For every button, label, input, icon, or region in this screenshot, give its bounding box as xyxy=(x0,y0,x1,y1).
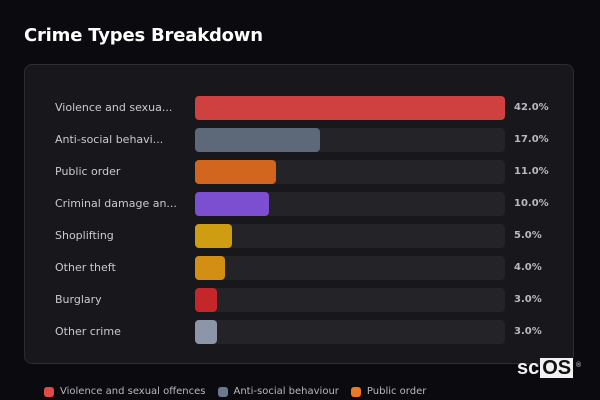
legend-item[interactable]: Public order xyxy=(350,386,427,397)
bar-label: Other crime xyxy=(55,325,121,338)
legend-swatch-icon xyxy=(217,386,228,397)
bar-fill[interactable] xyxy=(195,192,269,216)
bar-row: Other crime 3.0% xyxy=(25,320,573,344)
legend-item[interactable]: Violence and sexual offences xyxy=(44,386,206,397)
bar-value: 3.0% xyxy=(514,326,542,337)
bar-label: Public order xyxy=(55,165,121,178)
bar-value: 42.0% xyxy=(514,102,549,113)
legend-swatch-icon xyxy=(350,386,361,397)
legend-item[interactable]: Anti-social behaviour xyxy=(217,386,339,397)
bar-label: Burglary xyxy=(55,293,102,306)
watermark-boxed: OS xyxy=(540,357,574,379)
bar-fill[interactable] xyxy=(195,256,225,280)
bar-row: Public order 11.0% xyxy=(25,160,573,184)
bar-track xyxy=(195,96,505,120)
legend-label: Violence and sexual offences xyxy=(60,386,206,397)
bar-track xyxy=(195,320,505,344)
legend-swatch-icon xyxy=(44,386,54,397)
bar-label: Violence and sexua... xyxy=(55,101,173,114)
bar-value: 17.0% xyxy=(514,134,549,145)
bar-fill[interactable] xyxy=(195,160,277,184)
bar-value: 4.0% xyxy=(514,262,542,273)
bar-fill[interactable] xyxy=(195,320,218,344)
bar-label: Anti-social behavi... xyxy=(55,133,164,146)
bar-row: Shoplifting 5.0% xyxy=(25,224,573,248)
bar-row: Anti-social behavi... 17.0% xyxy=(25,128,573,152)
bar-value: 11.0% xyxy=(514,166,549,177)
legend-label: Anti-social behaviour xyxy=(233,386,339,397)
bar-fill[interactable] xyxy=(195,288,218,312)
bar-label: Criminal damage an... xyxy=(55,197,177,210)
bar-track xyxy=(195,224,505,248)
legend: Violence and sexual offences Anti-social … xyxy=(44,386,426,397)
bar-track xyxy=(195,256,505,280)
bar-value: 5.0% xyxy=(514,230,542,241)
registered-icon: ® xyxy=(575,362,582,369)
bar-value: 10.0% xyxy=(514,198,549,209)
bar-track xyxy=(195,288,505,312)
bar-label: Other theft xyxy=(55,261,116,274)
bar-row: Violence and sexua... 42.0% xyxy=(25,96,573,120)
bar-row: Burglary 3.0% xyxy=(25,288,573,312)
bar-track xyxy=(195,128,505,152)
legend-label: Public order xyxy=(366,386,427,397)
chart-card: Violence and sexua... 42.0% Anti-social be… xyxy=(24,64,574,364)
bar-fill[interactable] xyxy=(195,224,232,248)
bar-row: Other theft 4.0% xyxy=(25,256,573,280)
chart-title: Crime Types Breakdown xyxy=(24,25,263,46)
watermark-logo: sc OS ® xyxy=(517,357,581,379)
bar-label: Shoplifting xyxy=(55,229,114,242)
bar-track xyxy=(195,192,505,216)
bar-value: 3.0% xyxy=(514,294,542,305)
bar-row: Criminal damage an... 10.0% xyxy=(25,192,573,216)
bar-fill[interactable] xyxy=(195,128,321,152)
watermark-prefix: sc xyxy=(517,357,540,379)
bar-track xyxy=(195,160,505,184)
bar-fill[interactable] xyxy=(195,96,505,120)
